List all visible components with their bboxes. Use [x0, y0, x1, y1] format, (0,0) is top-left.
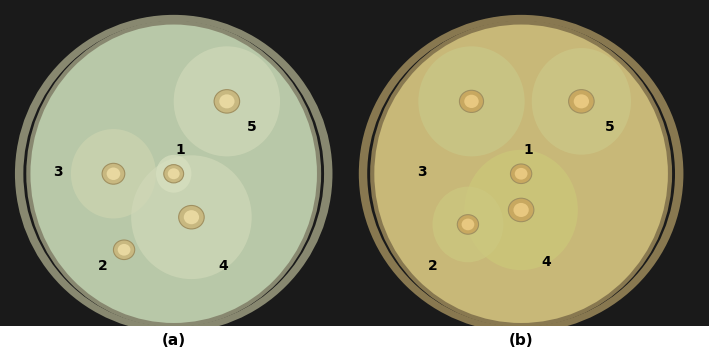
Ellipse shape — [184, 210, 199, 224]
Ellipse shape — [372, 22, 670, 325]
Ellipse shape — [462, 219, 474, 230]
Ellipse shape — [179, 206, 204, 229]
Ellipse shape — [156, 155, 191, 193]
Ellipse shape — [569, 90, 594, 113]
Ellipse shape — [464, 150, 578, 270]
Ellipse shape — [459, 90, 484, 113]
Text: 1: 1 — [523, 143, 533, 157]
Ellipse shape — [510, 164, 532, 184]
Text: 3: 3 — [417, 165, 427, 179]
Ellipse shape — [164, 165, 184, 183]
Ellipse shape — [71, 129, 156, 218]
Ellipse shape — [113, 240, 135, 260]
Ellipse shape — [214, 90, 240, 113]
Text: (a): (a) — [162, 333, 186, 348]
Ellipse shape — [168, 168, 179, 179]
Ellipse shape — [508, 198, 534, 222]
Ellipse shape — [457, 215, 479, 234]
Ellipse shape — [464, 95, 479, 108]
Ellipse shape — [513, 203, 529, 217]
Text: 2: 2 — [98, 259, 108, 273]
Ellipse shape — [28, 22, 319, 325]
Ellipse shape — [118, 244, 130, 256]
Text: 1: 1 — [176, 143, 186, 157]
Ellipse shape — [515, 168, 527, 180]
Ellipse shape — [219, 94, 235, 108]
Ellipse shape — [418, 46, 525, 156]
Ellipse shape — [102, 163, 125, 184]
Text: 2: 2 — [428, 259, 437, 273]
Text: 4: 4 — [218, 259, 228, 273]
Ellipse shape — [532, 48, 631, 155]
Bar — [0, 326, 709, 362]
Text: 3: 3 — [53, 165, 63, 179]
Ellipse shape — [106, 168, 121, 180]
Ellipse shape — [174, 46, 280, 156]
Text: (b): (b) — [509, 333, 533, 348]
Ellipse shape — [131, 155, 252, 279]
Text: 4: 4 — [541, 256, 551, 269]
Ellipse shape — [432, 187, 503, 262]
Text: 5: 5 — [605, 120, 615, 134]
Ellipse shape — [574, 94, 589, 108]
Text: 5: 5 — [247, 120, 257, 134]
